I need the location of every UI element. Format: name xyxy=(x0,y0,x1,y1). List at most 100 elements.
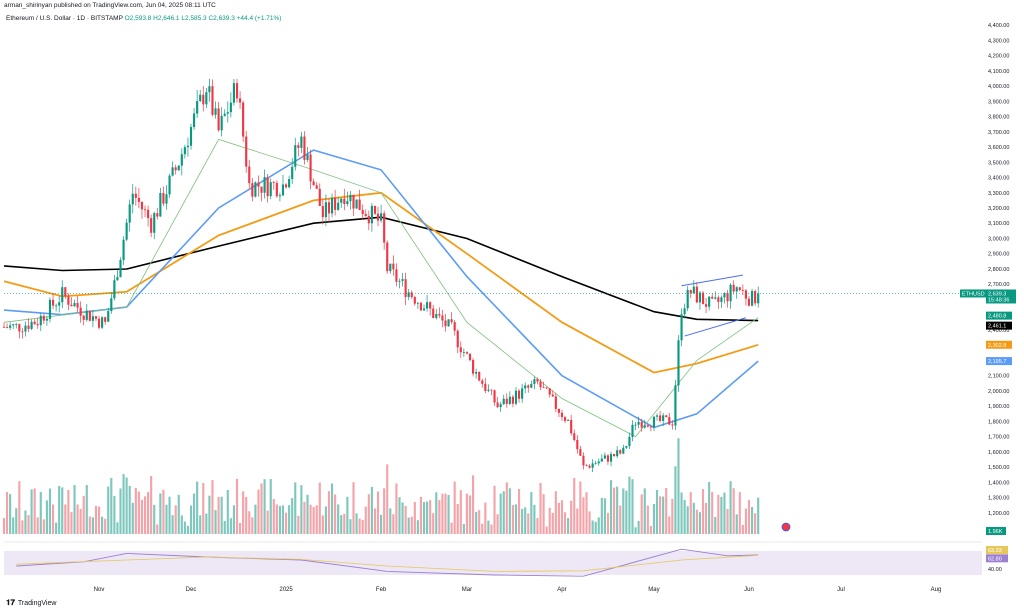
volume-bar xyxy=(358,518,361,534)
volume-bar xyxy=(720,496,723,534)
candle-body xyxy=(324,202,327,218)
volume-bar xyxy=(48,488,52,534)
footer[interactable]: 𝟏𝟕 TradingView xyxy=(6,598,56,608)
volume-bar xyxy=(275,504,278,534)
volume-bar xyxy=(459,490,462,534)
candle-body xyxy=(619,450,622,454)
volume-label: 1.96K xyxy=(988,529,1003,535)
y-tick-label: 1,600.00 xyxy=(988,450,1009,456)
candle-body xyxy=(79,307,82,316)
volume-bar xyxy=(668,516,671,534)
tradingview-logo-icon: 𝟏𝟕 xyxy=(6,598,15,607)
volume-bar xyxy=(422,501,426,534)
candle-body xyxy=(373,205,377,214)
candle-body xyxy=(27,325,30,329)
candle-body xyxy=(205,92,208,105)
volume-bar xyxy=(55,522,58,534)
volume-bar xyxy=(603,498,606,534)
volume-bar xyxy=(674,466,677,534)
volume-bar xyxy=(588,511,591,534)
y-tick-label: 2,000.00 xyxy=(988,389,1009,395)
volume-bar xyxy=(134,488,137,534)
rsi-tick-label: 62.80 xyxy=(988,556,1002,562)
candle-body xyxy=(260,186,263,193)
candle-body xyxy=(747,298,751,306)
volume-bar xyxy=(389,508,392,534)
time-axis[interactable]: Nov Dec 2025 Feb Mar Apr May Jun Jul Aug xyxy=(94,587,942,593)
y-tick-label: 1,500.00 xyxy=(988,465,1009,471)
volume-bar xyxy=(229,518,232,534)
volume-bar xyxy=(88,516,91,534)
volume-bar xyxy=(453,481,456,534)
volume-bar xyxy=(579,481,582,534)
candle-body xyxy=(211,86,214,115)
volume-bar xyxy=(257,489,260,534)
candle-body xyxy=(306,154,309,160)
volume-bar xyxy=(484,502,487,534)
candle-body xyxy=(708,296,711,307)
volume-bar xyxy=(318,482,321,534)
price-axis[interactable]: 4,400.00 4,300.00 4,200.00 4,100.00 4,000.00… xyxy=(4,23,1009,517)
candle-body xyxy=(88,310,91,321)
y-tick-label: 2,700.00 xyxy=(988,282,1009,288)
volume-bar xyxy=(343,513,346,534)
candle-body xyxy=(401,279,404,281)
volume-bar xyxy=(410,516,413,534)
candle-body xyxy=(674,385,677,426)
candle-body xyxy=(94,316,98,319)
volume-bar xyxy=(324,506,327,534)
volume-bar xyxy=(625,490,628,534)
last-price-tag xyxy=(986,289,1016,304)
ma-value-tag xyxy=(986,321,1012,330)
volume-bar xyxy=(303,501,306,534)
candle-body xyxy=(493,390,496,403)
candle-body xyxy=(539,381,542,388)
volume-bar xyxy=(177,494,180,534)
volume-bar xyxy=(659,496,662,534)
symbol-title: Ethereum / U.S. Dollar · 1D · BITSTAMP xyxy=(6,15,123,22)
volume-bar xyxy=(548,507,551,534)
candle-body xyxy=(505,398,508,404)
volume-bar xyxy=(376,491,380,534)
volume-bar xyxy=(288,505,291,534)
y-tick-label: 3,800.00 xyxy=(988,115,1009,121)
candle-body xyxy=(116,277,119,281)
volume-bar xyxy=(475,511,478,534)
candle-body xyxy=(701,292,705,305)
volume-bar xyxy=(591,520,594,534)
candle-body xyxy=(254,182,257,197)
volume-bar xyxy=(266,510,269,534)
volume-bar xyxy=(36,517,39,534)
volume-bar xyxy=(337,504,340,534)
candle-body xyxy=(275,182,278,197)
candle-body xyxy=(398,280,401,282)
candle-body xyxy=(223,113,226,116)
symbol-tag-label: ETHUSD xyxy=(962,291,985,297)
volume-bar xyxy=(128,485,131,534)
volume-bar xyxy=(655,489,659,534)
y-tick-label: 2,100.00 xyxy=(988,374,1009,380)
volume-bar xyxy=(478,510,481,534)
volume-bar xyxy=(94,505,98,534)
candle-body xyxy=(438,313,441,316)
volume-bar xyxy=(735,514,738,534)
volume-bar xyxy=(597,517,600,534)
volume-bar xyxy=(79,508,82,534)
volume-bar xyxy=(254,504,257,534)
price-labels: ETHUSD 2,639.315:48:36 2,480.8 2,461.1 2,302… xyxy=(781,289,1016,535)
volume-bar xyxy=(416,520,419,534)
volume-bar xyxy=(18,481,21,534)
y-tick-label: 3,600.00 xyxy=(988,145,1009,151)
volume-bar xyxy=(355,513,358,534)
candle-body xyxy=(570,419,573,434)
volume-tag xyxy=(986,527,1006,535)
rsi-pane: 63.33 62.80 40.00 xyxy=(4,541,1008,577)
volume-bar xyxy=(594,521,597,534)
volume-bar xyxy=(33,488,36,534)
volume-bar xyxy=(214,510,217,534)
volume-bar xyxy=(107,486,110,534)
candle-body xyxy=(723,293,726,298)
volume-bar xyxy=(9,494,12,534)
candle-body xyxy=(73,302,76,307)
